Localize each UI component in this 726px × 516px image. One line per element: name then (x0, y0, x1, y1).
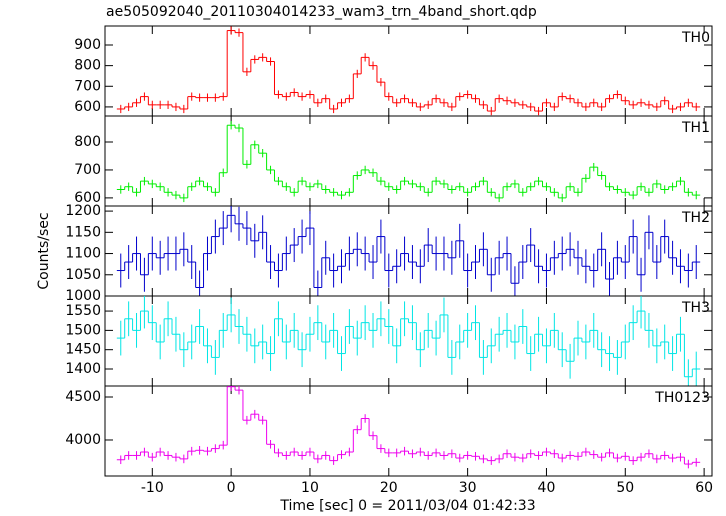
y-tick-label: 1550 (65, 303, 101, 319)
panel: 600 700 800 900 TH0 (74, 25, 713, 117)
panel: 1400 1450 1500 1550 TH3 (65, 295, 713, 387)
y-tick-label: 1000 (65, 288, 101, 304)
x-tick-label: 0 (227, 480, 236, 496)
y-tick-label: 1450 (65, 342, 101, 358)
y-tick-label: 1100 (65, 246, 101, 262)
step-riser (124, 386, 693, 465)
panel: 600 700 800 TH1 (74, 115, 713, 207)
y-tick-label: 1200 (65, 203, 101, 219)
y-tick-label: 800 (74, 134, 101, 150)
step-riser (124, 125, 693, 198)
panel: 1000 1050 1100 1150 1200 TH2 (65, 203, 713, 304)
x-tick-label: 30 (459, 480, 477, 496)
x-tick-label: -10 (141, 480, 164, 496)
step-riser (124, 215, 693, 288)
y-tick-label: 1400 (65, 361, 101, 377)
panel-label: TH2 (681, 210, 710, 226)
chart-title: ae505092040_20110304014233_wam3_trn_4ban… (106, 4, 537, 20)
y-tick-label: 1500 (65, 322, 101, 338)
x-tick-label: 10 (301, 480, 319, 496)
y-tick-label: 1050 (65, 267, 101, 283)
x-tick-label: 50 (616, 480, 634, 496)
x-tick-label: 20 (380, 480, 398, 496)
x-axis-label: Time [sec] 0 = 2011/03/04 01:42:33 (279, 498, 535, 514)
y-tick-label: 700 (74, 78, 101, 94)
panel-label: TH1 (681, 120, 710, 136)
y-tick-label: 600 (74, 190, 101, 206)
y-tick-label: 600 (74, 99, 101, 115)
y-axis-label: Counts/sec (36, 212, 52, 289)
panel-label: TH0123 (654, 390, 710, 406)
x-tick-label: 40 (538, 480, 556, 496)
step-riser (124, 30, 693, 112)
step-riser (124, 311, 693, 377)
y-tick-label: 800 (74, 58, 101, 74)
panel-label: TH3 (681, 300, 710, 316)
y-tick-label: 900 (74, 37, 101, 53)
y-tick-label: 4500 (65, 389, 101, 405)
panel-label: TH0 (681, 30, 710, 46)
y-tick-label: 700 (74, 162, 101, 178)
y-tick-label: 1150 (65, 224, 101, 240)
panel-frame (104, 115, 713, 207)
y-tick-label: 4000 (65, 432, 101, 448)
panel-frame (104, 385, 713, 477)
panel: 4000 4500 -10 0 10 20 30 40 50 60 TH0123 (65, 385, 713, 496)
x-tick-label: 60 (695, 480, 713, 496)
